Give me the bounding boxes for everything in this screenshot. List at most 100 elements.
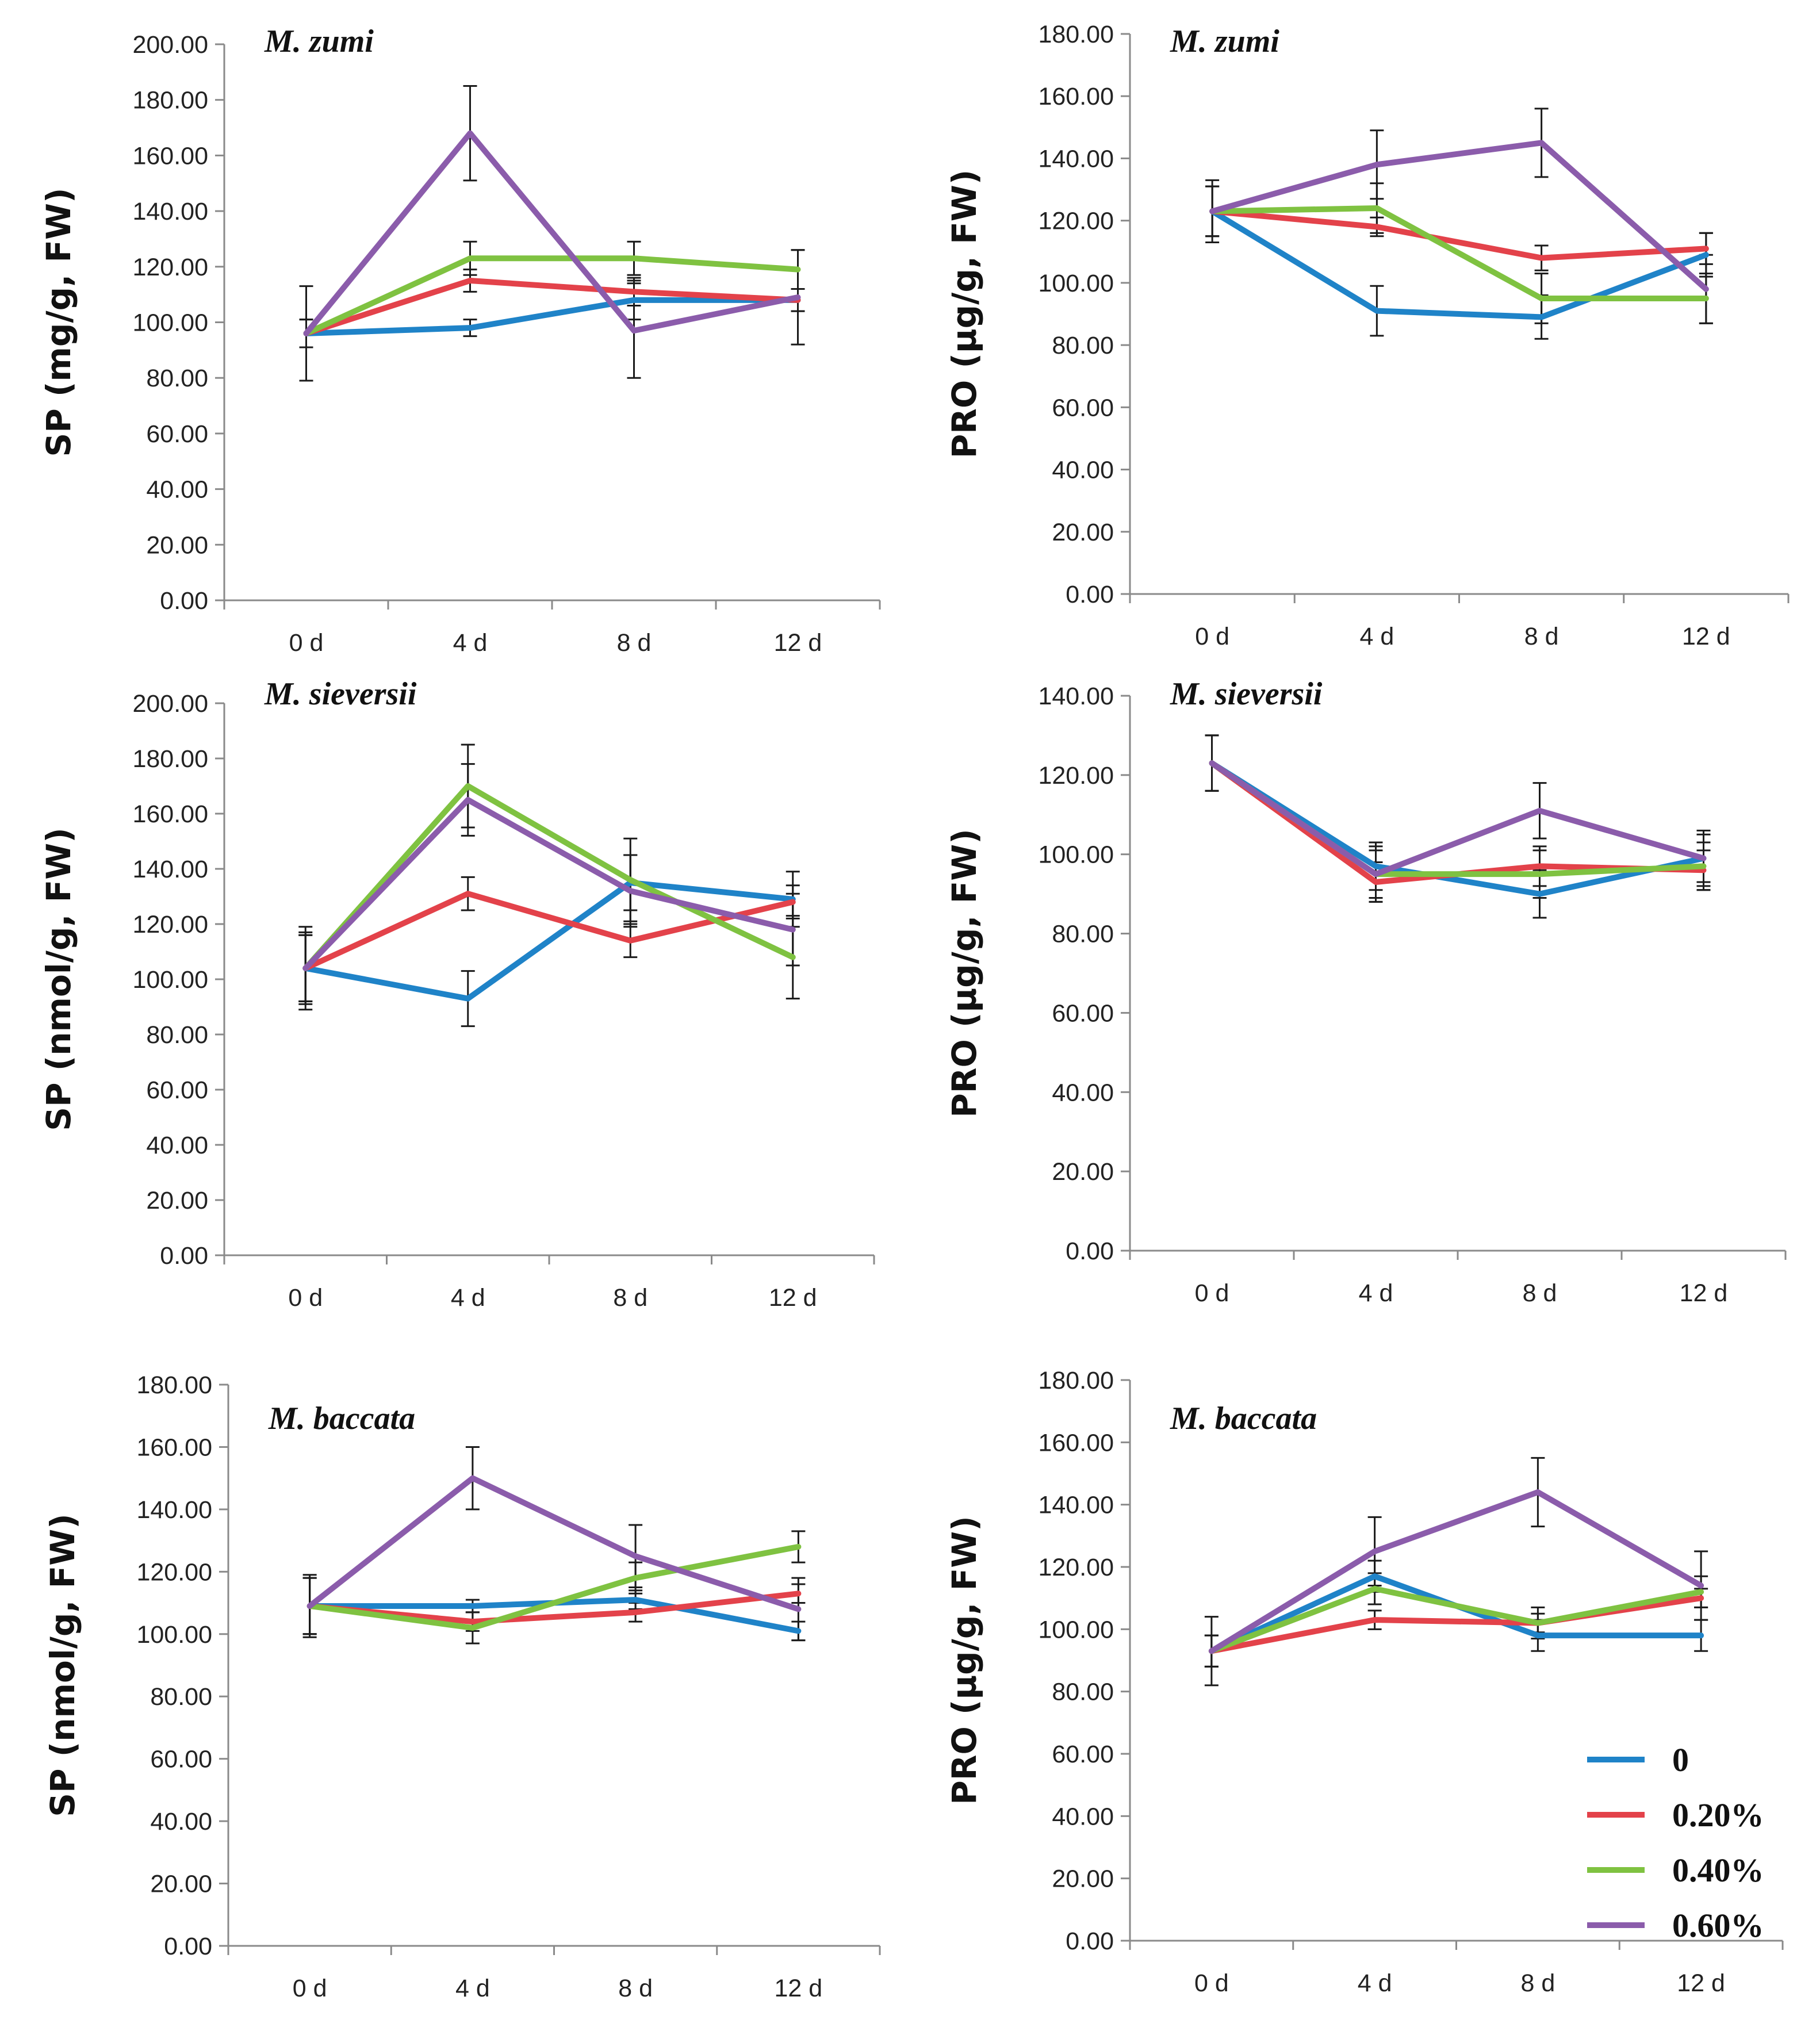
- y-tick-label: 40.00: [146, 1132, 208, 1159]
- x-tick-label: 8 d: [1520, 1969, 1555, 1997]
- series-line-0-60pct: [306, 1475, 802, 1612]
- chart-panel-6: 0.00 20.00 40.00 60.00 80.00 100.00 120.00 140.…: [945, 1367, 1784, 1997]
- series-line-0-20pct: [1209, 208, 1709, 261]
- chart-title: M. baccata: [268, 1401, 415, 1436]
- y-tick-label: 0.00: [164, 1933, 212, 1960]
- x-tick-label: 4 d: [451, 1284, 485, 1312]
- y-tick-label: 160.00: [1038, 1429, 1114, 1457]
- y-tick-label: 20.00: [1052, 519, 1114, 546]
- y-tick-label: 20.00: [1052, 1158, 1114, 1186]
- x-tick-label: 0 d: [293, 1975, 327, 2002]
- y-tick-label: 20.00: [146, 531, 208, 559]
- y-tick-label: 120.00: [1038, 208, 1114, 235]
- y-tick-label: 160.00: [132, 800, 208, 828]
- x-tick-label: 0 d: [1195, 1279, 1229, 1307]
- y-tick-label: 40.00: [1052, 1079, 1114, 1106]
- series-line-0-40pct: [1209, 205, 1709, 301]
- y-tick-label: 160.00: [1038, 83, 1114, 110]
- y-tick-label: 100.00: [136, 1621, 212, 1649]
- y-tick-label: 80.00: [150, 1683, 212, 1711]
- y-tick-label: 80.00: [1052, 1678, 1114, 1706]
- y-tick-label: 140.00: [1038, 683, 1114, 710]
- x-tick-label: 4 d: [1358, 1969, 1392, 1997]
- y-tick-label: 60.00: [1052, 394, 1114, 421]
- x-tick-label: 8 d: [618, 1975, 653, 2002]
- chart-title: M. zumi: [264, 24, 374, 59]
- y-tick-label: 180.00: [136, 1371, 212, 1399]
- series-line-0-20pct: [303, 277, 801, 336]
- x-tick-label: 0 d: [288, 1284, 323, 1312]
- x-tick-label: 12 d: [1680, 1279, 1728, 1307]
- legend-label: 0.20%: [1672, 1796, 1764, 1834]
- series-line-0: [302, 880, 796, 1002]
- series-line-0-60pct: [303, 130, 801, 336]
- y-axis-label: PRO (µg/g, FW): [945, 829, 984, 1117]
- y-tick-label: 60.00: [146, 1076, 208, 1104]
- y-tick-label: 60.00: [146, 420, 208, 448]
- y-tick-label: 0.00: [160, 1242, 208, 1270]
- y-tick-label: 80.00: [1052, 332, 1114, 359]
- y-axis-label: SP (nmol/g, FW): [43, 1513, 82, 1816]
- series-line-0-60pct: [1209, 760, 1707, 877]
- y-tick-label: 0.00: [1066, 581, 1114, 608]
- x-tick-label: 12 d: [775, 1975, 823, 2002]
- y-tick-label: 140.00: [1038, 1492, 1114, 1519]
- x-tick-label: 12 d: [1682, 623, 1730, 650]
- series-line-0-20pct: [1208, 1595, 1704, 1654]
- x-tick-label: 12 d: [774, 629, 822, 657]
- series-line-0-60pct: [302, 797, 796, 971]
- chart-title: M. sieversii: [264, 676, 417, 712]
- y-tick-label: 100.00: [1038, 270, 1114, 297]
- series-line-0-40pct: [1208, 1585, 1704, 1654]
- y-tick-label: 60.00: [1052, 1741, 1114, 1768]
- chart-title: M. baccata: [1170, 1401, 1317, 1436]
- chart-title: M. zumi: [1170, 24, 1279, 59]
- y-tick-label: 200.00: [132, 31, 208, 59]
- y-tick-label: 180.00: [132, 87, 208, 114]
- y-tick-label: 180.00: [1038, 1367, 1114, 1394]
- series-line-0: [1209, 208, 1709, 320]
- series-line-0-20pct: [306, 1591, 802, 1625]
- x-tick-label: 4 d: [455, 1975, 490, 2002]
- y-tick-label: 120.00: [132, 254, 208, 281]
- series-line-0: [1209, 760, 1707, 897]
- y-tick-label: 140.00: [136, 1496, 212, 1524]
- y-tick-label: 40.00: [146, 476, 208, 504]
- x-tick-label: 0 d: [1195, 623, 1229, 650]
- y-tick-label: 160.00: [132, 142, 208, 170]
- y-tick-label: 0.00: [1066, 1927, 1114, 1955]
- x-tick-label: 0 d: [289, 629, 324, 657]
- chart-panel-3: 0.00 20.00 40.00 60.00 80.00 100.00 120.00 140.…: [39, 676, 875, 1312]
- y-tick-label: 40.00: [1052, 457, 1114, 484]
- legend: 0 0.20% 0.40% 0.60%: [1587, 1741, 1764, 1944]
- y-tick-label: 120.00: [132, 911, 208, 938]
- y-tick-label: 100.00: [1038, 1616, 1114, 1643]
- chart-panel-5: 0.00 20.00 40.00 60.00 80.00 100.00 120.00 140.…: [43, 1371, 881, 2002]
- y-tick-label: 140.00: [132, 198, 208, 225]
- series-line-0-60pct: [1209, 140, 1709, 292]
- y-tick-label: 60.00: [1052, 999, 1114, 1027]
- series-line-0: [303, 297, 801, 336]
- y-tick-label: 120.00: [136, 1558, 212, 1586]
- y-axis-label: PRO (µg/g, FW): [945, 1516, 984, 1804]
- y-tick-label: 40.00: [1052, 1803, 1114, 1830]
- x-tick-label: 12 d: [769, 1284, 817, 1312]
- y-axis-label: SP (mg/g, FW): [39, 188, 78, 457]
- chart-panel-2: 0.00 20.00 40.00 60.00 80.00 100.00 120.00 140.…: [945, 21, 1790, 650]
- x-tick-label: 8 d: [613, 1284, 647, 1312]
- y-tick-label: 80.00: [1052, 921, 1114, 948]
- series-line-0-40pct: [303, 255, 801, 336]
- y-tick-label: 60.00: [150, 1746, 212, 1773]
- y-axis-label: PRO (µg/g, FW): [945, 170, 984, 458]
- x-tick-label: 4 d: [1359, 1279, 1393, 1307]
- y-tick-label: 20.00: [150, 1871, 212, 1898]
- y-tick-label: 200.00: [132, 690, 208, 718]
- y-tick-label: 100.00: [132, 966, 208, 994]
- x-tick-label: 0 d: [1194, 1969, 1229, 1997]
- x-tick-label: 8 d: [617, 629, 652, 657]
- series-line-0-40pct: [306, 1543, 802, 1631]
- y-tick-label: 100.00: [1038, 841, 1114, 869]
- y-tick-label: 20.00: [146, 1187, 208, 1214]
- legend-label: 0.40%: [1672, 1852, 1764, 1889]
